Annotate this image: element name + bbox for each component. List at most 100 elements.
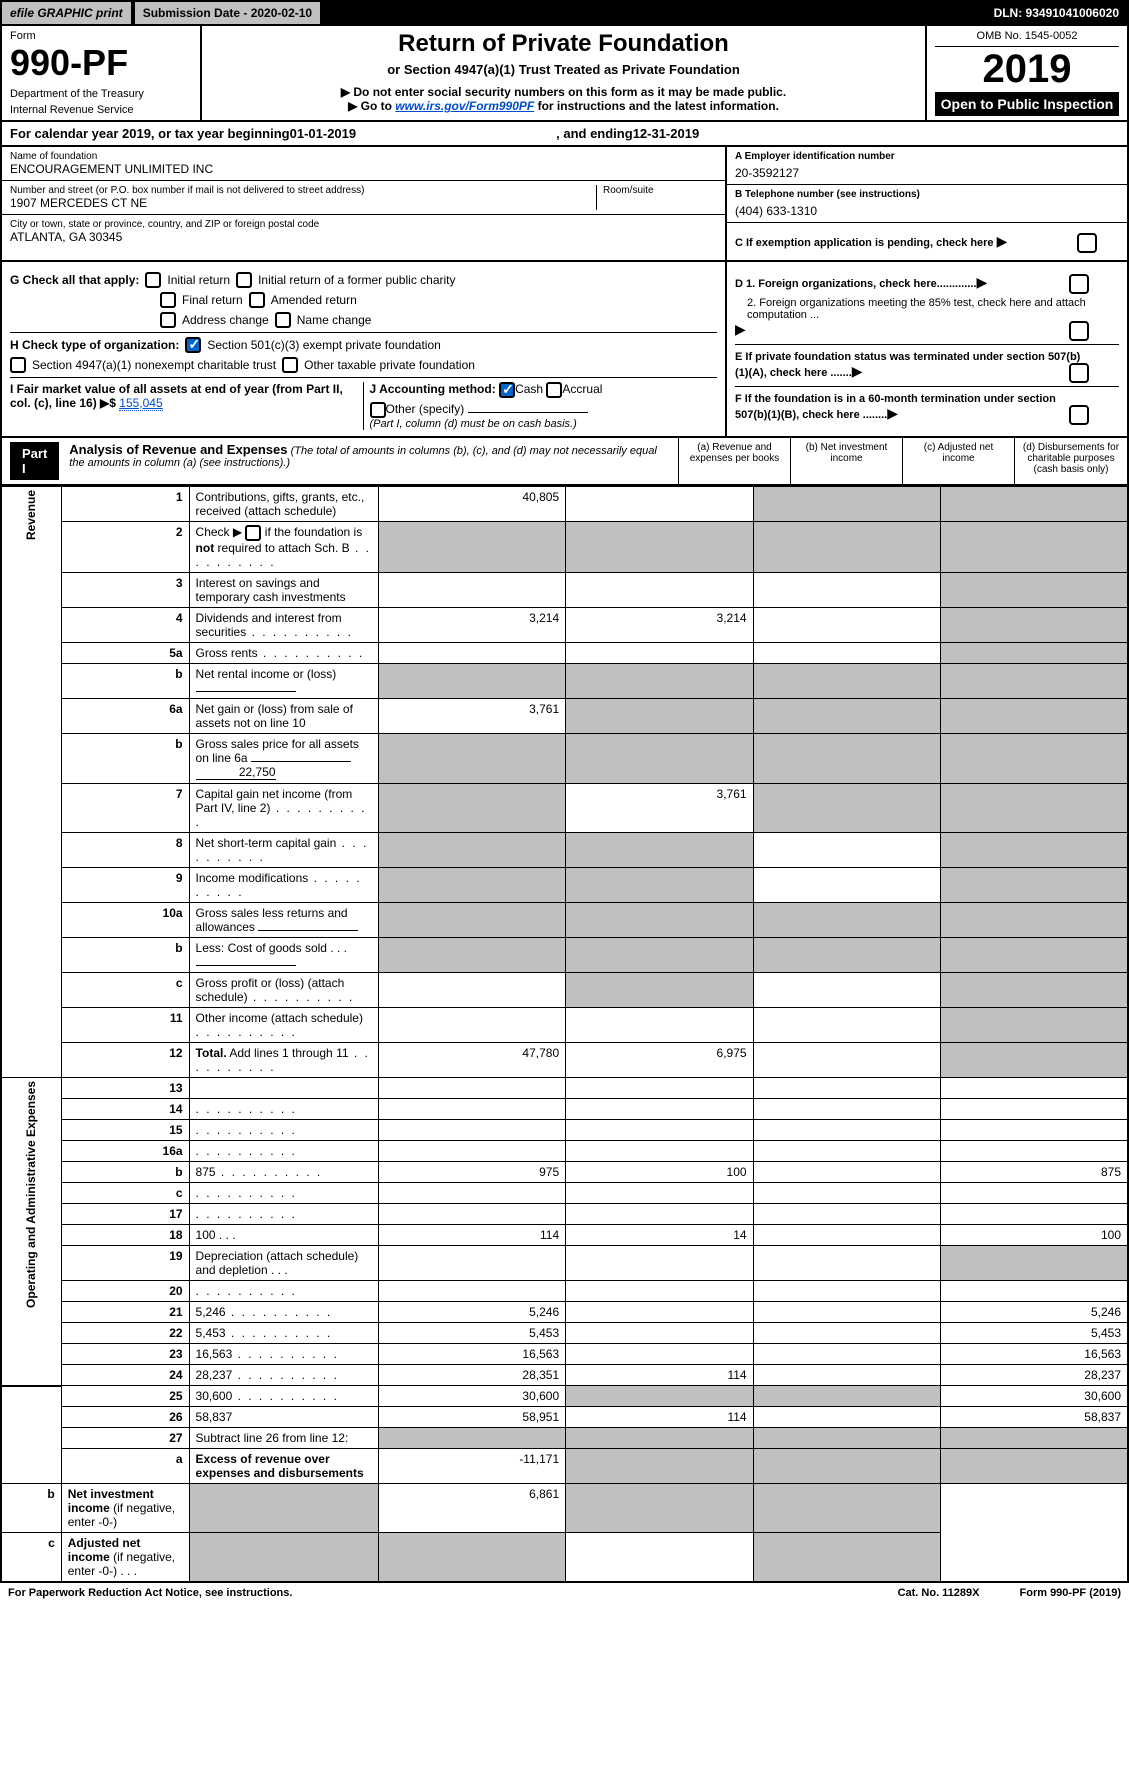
col-c-head: (c) Adjusted net income bbox=[903, 438, 1015, 484]
col-b-value bbox=[566, 938, 753, 973]
col-c-value bbox=[566, 1484, 753, 1533]
col-c-value bbox=[753, 1386, 940, 1407]
line-number: c bbox=[61, 973, 189, 1008]
checkbox-initial-former[interactable] bbox=[236, 272, 252, 288]
dept-treasury: Department of the Treasury bbox=[10, 88, 192, 100]
line-description: 5,453 bbox=[189, 1323, 378, 1344]
table-row: 2658,83758,95111458,837 bbox=[1, 1407, 1128, 1428]
col-c-value bbox=[753, 973, 940, 1008]
col-c-value bbox=[753, 1428, 940, 1449]
table-row: Revenue1Contributions, gifts, grants, et… bbox=[1, 487, 1128, 522]
col-c-value bbox=[753, 1078, 940, 1099]
line-description: Dividends and interest from securities bbox=[189, 608, 378, 643]
checkbox-other-taxable[interactable] bbox=[282, 357, 298, 373]
d2-85pct: 2. Foreign organizations meeting the 85%… bbox=[735, 297, 1119, 338]
col-a-value bbox=[378, 573, 565, 608]
col-c-value bbox=[753, 699, 940, 734]
foundation-name: ENCOURAGEMENT UNLIMITED INC bbox=[10, 162, 717, 176]
col-c-value bbox=[753, 522, 940, 573]
line-description: Net short-term capital gain bbox=[189, 833, 378, 868]
col-a-head: (a) Revenue and expenses per books bbox=[679, 438, 791, 484]
line-number: 9 bbox=[61, 868, 189, 903]
checkbox-501c3[interactable] bbox=[185, 337, 201, 353]
col-b-value: 114 bbox=[566, 1407, 753, 1428]
line-number: 20 bbox=[61, 1281, 189, 1302]
year-begin: 01-01-2019 bbox=[290, 126, 357, 141]
col-a-value: 5,246 bbox=[378, 1302, 565, 1323]
col-a-value: 3,214 bbox=[378, 608, 565, 643]
footer: For Paperwork Reduction Act Notice, see … bbox=[0, 1583, 1129, 1603]
col-d-value bbox=[941, 573, 1128, 608]
year-end: 12-31-2019 bbox=[633, 126, 700, 141]
col-b-value bbox=[566, 1344, 753, 1365]
checkbox-final[interactable] bbox=[160, 292, 176, 308]
table-row: 19Depreciation (attach schedule) and dep… bbox=[1, 1246, 1128, 1281]
col-c-value bbox=[753, 643, 940, 664]
col-b-value bbox=[566, 1204, 753, 1225]
checkbox-accrual[interactable] bbox=[546, 382, 562, 398]
col-d-value bbox=[941, 522, 1128, 573]
col-c-value bbox=[753, 1099, 940, 1120]
table-row: 10aGross sales less returns and allowanc… bbox=[1, 903, 1128, 938]
col-b-value: 3,761 bbox=[566, 784, 753, 833]
address-cell: Number and street (or P.O. box number if… bbox=[2, 181, 725, 215]
table-row: b875975100875 bbox=[1, 1162, 1128, 1183]
col-d-value bbox=[941, 868, 1128, 903]
table-row: 9Income modifications bbox=[1, 868, 1128, 903]
checkbox-inline[interactable] bbox=[245, 525, 261, 541]
col-c-value bbox=[753, 1225, 940, 1246]
col-b-value bbox=[566, 1323, 753, 1344]
col-b-value bbox=[566, 1141, 753, 1162]
col-b-value: 114 bbox=[566, 1365, 753, 1386]
checkbox-other-method[interactable] bbox=[370, 402, 386, 418]
line-description: 5,246 bbox=[189, 1302, 378, 1323]
checkbox-name-change[interactable] bbox=[275, 312, 291, 328]
checkbox-address-change[interactable] bbox=[160, 312, 176, 328]
checkbox-4947[interactable] bbox=[10, 357, 26, 373]
form-number: 990-PF bbox=[10, 42, 192, 84]
table-row: 14 bbox=[1, 1099, 1128, 1120]
col-a-value bbox=[378, 833, 565, 868]
col-b-value bbox=[566, 1302, 753, 1323]
checkbox-d2[interactable] bbox=[1069, 321, 1089, 341]
col-d-value: 28,237 bbox=[941, 1365, 1128, 1386]
form-link[interactable]: www.irs.gov/Form990PF bbox=[395, 99, 534, 113]
checkbox-amended[interactable] bbox=[249, 292, 265, 308]
line-description: Gross rents bbox=[189, 643, 378, 664]
checkbox-initial[interactable] bbox=[145, 272, 161, 288]
col-c-value bbox=[753, 573, 940, 608]
line-description: Subtract line 26 from line 12: bbox=[189, 1428, 378, 1449]
line-number: 27 bbox=[61, 1428, 189, 1449]
checkbox-c[interactable] bbox=[1077, 233, 1097, 253]
col-c-value bbox=[753, 784, 940, 833]
line-number: 22 bbox=[61, 1323, 189, 1344]
col-d-value bbox=[941, 784, 1128, 833]
line-description: Less: Cost of goods sold . . . bbox=[189, 938, 378, 973]
col-c-value bbox=[753, 1204, 940, 1225]
line-number: 10a bbox=[61, 903, 189, 938]
checkbox-d1[interactable] bbox=[1069, 274, 1089, 294]
g-row: G Check all that apply: Initial return I… bbox=[10, 272, 717, 288]
table-row: bNet rental income or (loss) bbox=[1, 664, 1128, 699]
checkbox-cash[interactable] bbox=[499, 382, 515, 398]
table-row: 12Total. Add lines 1 through 1147,7806,9… bbox=[1, 1043, 1128, 1078]
line-description: 58,837 bbox=[189, 1407, 378, 1428]
submission-date: Submission Date - 2020-02-10 bbox=[135, 2, 324, 24]
line-description: 100 . . . bbox=[189, 1225, 378, 1246]
col-b-value bbox=[566, 1120, 753, 1141]
col-a-value bbox=[189, 1484, 378, 1533]
line-description: 16,563 bbox=[189, 1344, 378, 1365]
col-d-value bbox=[941, 903, 1128, 938]
col-d-value bbox=[941, 1008, 1128, 1043]
col-a-value bbox=[378, 903, 565, 938]
col-c-value bbox=[753, 938, 940, 973]
table-row: c bbox=[1, 1183, 1128, 1204]
col-b-value bbox=[566, 1078, 753, 1099]
checkbox-f[interactable] bbox=[1069, 405, 1089, 425]
ein: 20-3592127 bbox=[735, 166, 1119, 180]
checkbox-e[interactable] bbox=[1069, 363, 1089, 383]
col-a-value: 5,453 bbox=[378, 1323, 565, 1344]
col-c-value bbox=[753, 487, 940, 522]
col-d-value bbox=[753, 1533, 940, 1583]
col-a-value bbox=[378, 1008, 565, 1043]
